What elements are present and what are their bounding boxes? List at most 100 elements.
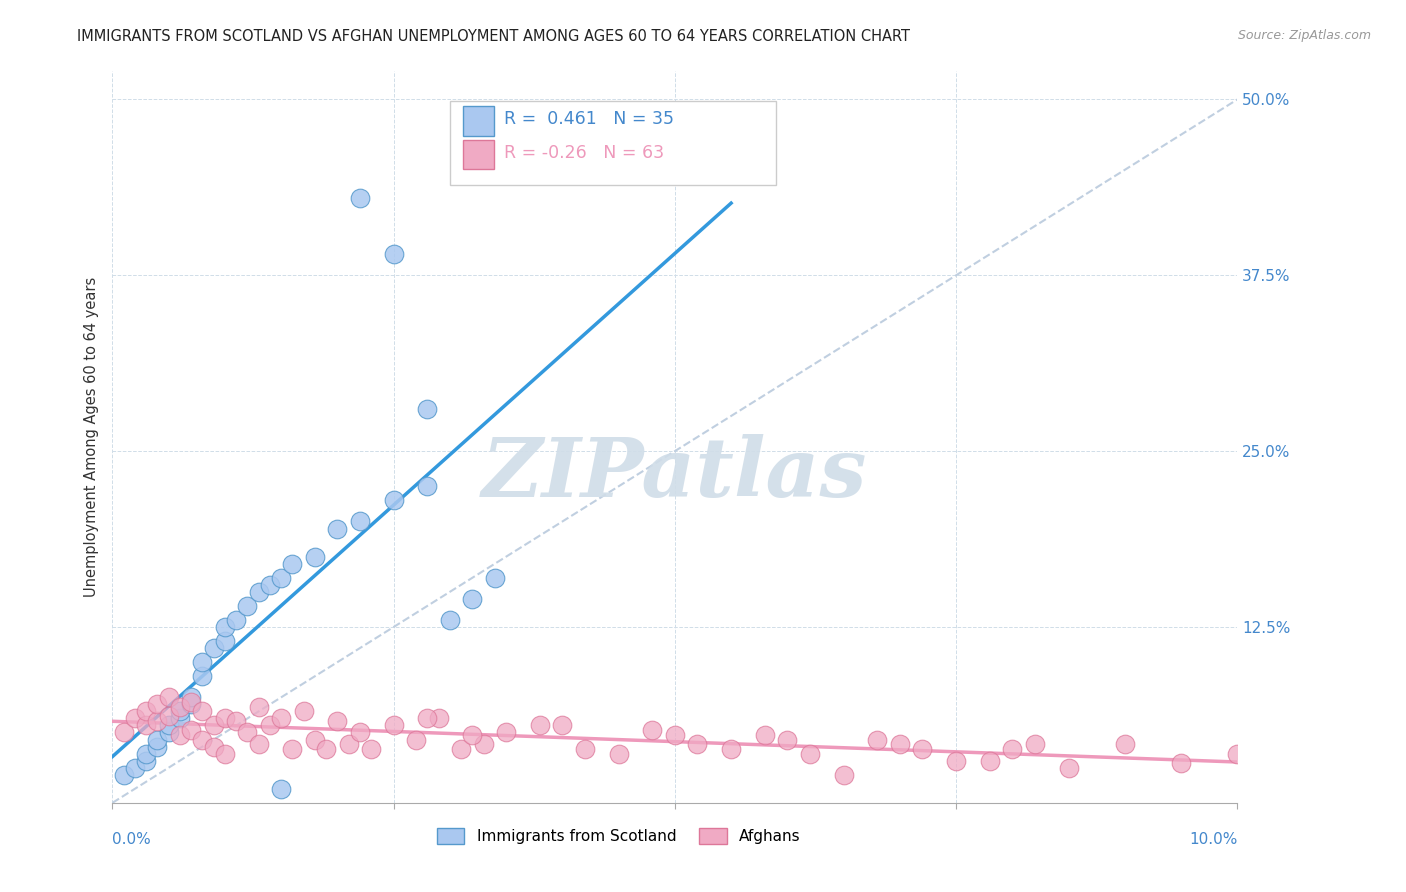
Point [157, 708, 180, 723]
Point [439, 613, 461, 627]
Point [360, 742, 382, 756]
Point [799, 747, 821, 761]
Point [776, 732, 799, 747]
Point [214, 747, 236, 761]
Point [472, 737, 495, 751]
Point [135, 747, 157, 761]
Point [484, 571, 506, 585]
Point [337, 737, 360, 751]
Point [157, 690, 180, 705]
Point [112, 767, 135, 781]
Point [551, 718, 574, 732]
Point [304, 732, 326, 747]
Point [574, 742, 596, 756]
FancyBboxPatch shape [464, 106, 494, 136]
Point [135, 718, 157, 732]
Point [112, 725, 135, 739]
Point [349, 725, 371, 739]
Point [911, 742, 934, 756]
Point [214, 634, 236, 648]
Point [225, 613, 247, 627]
Point [214, 620, 236, 634]
Point [281, 557, 304, 571]
Text: 10.0%: 10.0% [1189, 832, 1237, 847]
Point [270, 711, 292, 725]
Point [191, 732, 214, 747]
Point [259, 718, 281, 732]
Point [225, 714, 247, 729]
Point [270, 571, 292, 585]
Point [202, 641, 225, 656]
Point [157, 718, 180, 732]
FancyBboxPatch shape [464, 140, 494, 169]
Point [202, 739, 225, 754]
Point [326, 714, 349, 729]
Point [1170, 756, 1192, 771]
Point [270, 781, 292, 796]
Point [607, 747, 630, 761]
Point [641, 723, 664, 737]
Y-axis label: Unemployment Among Ages 60 to 64 years: Unemployment Among Ages 60 to 64 years [83, 277, 98, 598]
FancyBboxPatch shape [450, 101, 776, 185]
Point [202, 718, 225, 732]
Point [135, 705, 157, 719]
Point [247, 700, 270, 714]
Point [180, 694, 202, 708]
Point [292, 705, 315, 719]
Point [180, 690, 202, 705]
Point [416, 711, 439, 725]
Point [450, 742, 472, 756]
Point [529, 718, 551, 732]
Point [146, 732, 169, 747]
Point [315, 742, 337, 756]
Point [247, 737, 270, 751]
Point [169, 700, 191, 714]
Text: ZIPatlas: ZIPatlas [482, 434, 868, 514]
Point [1226, 747, 1249, 761]
Point [405, 732, 427, 747]
Point [259, 578, 281, 592]
Point [180, 723, 202, 737]
Point [135, 754, 157, 768]
Point [169, 711, 191, 725]
Point [664, 728, 686, 742]
Point [191, 705, 214, 719]
Point [382, 493, 405, 508]
Point [191, 669, 214, 683]
Point [124, 711, 146, 725]
Point [169, 705, 191, 719]
Point [1057, 761, 1080, 775]
Point [945, 754, 967, 768]
Point [247, 584, 270, 599]
Point [461, 591, 484, 606]
Point [146, 739, 169, 754]
Point [686, 737, 709, 751]
Point [1114, 737, 1136, 751]
Point [427, 711, 450, 725]
Point [349, 191, 371, 205]
Point [461, 728, 484, 742]
Point [416, 479, 439, 493]
Point [146, 714, 169, 729]
Point [382, 247, 405, 261]
Point [416, 401, 439, 416]
Point [236, 599, 259, 613]
Text: R = -0.26   N = 63: R = -0.26 N = 63 [503, 144, 664, 161]
Point [349, 515, 371, 529]
Point [236, 725, 259, 739]
Text: R =  0.461   N = 35: R = 0.461 N = 35 [503, 110, 673, 128]
Text: IMMIGRANTS FROM SCOTLAND VS AFGHAN UNEMPLOYMENT AMONG AGES 60 TO 64 YEARS CORREL: IMMIGRANTS FROM SCOTLAND VS AFGHAN UNEMP… [77, 29, 910, 44]
Point [304, 549, 326, 564]
Point [495, 725, 517, 739]
Point [214, 711, 236, 725]
Point [146, 698, 169, 712]
Point [866, 732, 889, 747]
Point [180, 698, 202, 712]
Point [1024, 737, 1046, 751]
Point [754, 728, 776, 742]
Point [720, 742, 742, 756]
Point [169, 728, 191, 742]
Point [124, 761, 146, 775]
Point [979, 754, 1001, 768]
Point [1001, 742, 1024, 756]
